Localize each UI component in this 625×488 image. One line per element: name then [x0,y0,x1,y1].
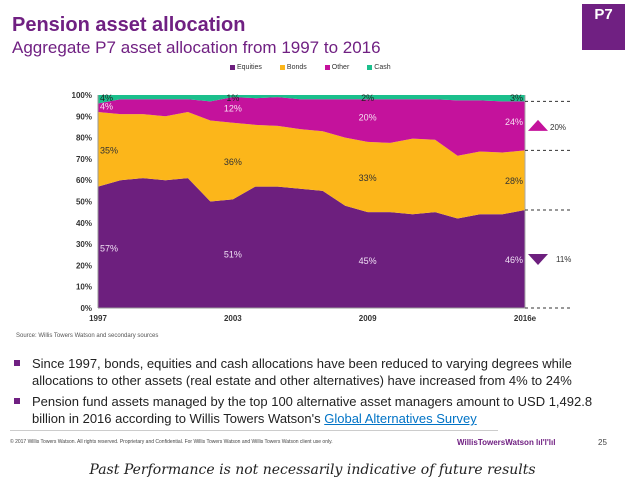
data-label-cash: 3% [510,93,523,103]
bullet-text: Pension fund assets managed by the top 1… [32,394,593,426]
data-label-equities: 45% [359,256,377,266]
data-label-other: 12% [224,103,242,113]
x-tick-label: 1997 [89,314,107,323]
legend-label: Equities [237,64,262,71]
y-tick-label: 10% [76,283,92,292]
legend-item-cash: Cash [367,64,391,71]
bullet-item: Since 1997, bonds, equities and cash all… [10,355,610,389]
chart-source: Source: Willis Towers Watson and seconda… [16,333,159,339]
area-cash [98,95,525,104]
data-label-equities: 46% [505,255,523,265]
area-other [98,97,525,156]
y-tick-label: 20% [76,261,92,270]
disclaimer: Past Performance is not necessarily indi… [89,462,536,478]
data-label-bonds: 28% [505,176,523,186]
down-arrow-icon [528,254,548,266]
legend-item-other: Other [324,64,350,71]
brand-logo: WillisTowersWatson lıl'l'lıl [457,438,556,447]
area-bonds [98,112,525,219]
data-label-cash: 4% [100,93,113,103]
x-tick-label: 2009 [359,314,377,323]
copyright-text: © 2017 Willis Towers Watson. All rights … [10,439,333,445]
legend-label: Bonds [286,64,307,71]
page-number: 25 [598,438,607,447]
y-tick-label: 60% [76,176,92,185]
y-tick-label: 0% [80,304,92,313]
data-label-other: 24% [505,117,523,127]
annotation-label: 20% [550,123,566,132]
data-label-equities: 51% [224,250,242,260]
y-tick-label: 30% [76,240,92,249]
page-title: Pension asset allocation [12,14,246,36]
stacked-area-chart: 0% 10% 20% 30% 40% 50% 60% 70% 80% 90% 100% 1997 200… [72,91,573,323]
y-tick-label: 90% [76,112,92,121]
legend-swatch [324,65,330,70]
legend-item-bonds: Bonds [279,64,307,71]
annotation-label: 11% [556,255,571,264]
data-label-cash: 1% [226,93,239,103]
legend-label: Cash [374,64,391,71]
page-subtitle: Aggregate P7 asset allocation from 1997 … [12,38,381,57]
area-equities [98,178,525,308]
y-tick-label: 100% [72,91,92,100]
bullet-list: Since 1997, bonds, equities and cash all… [10,355,610,431]
legend-swatch [367,65,373,70]
legend-swatch [279,65,285,70]
chart-legend: Equities Bonds Other Cash [230,64,391,71]
bullet-marker [14,398,20,404]
x-tick-label: 2016e [514,314,537,323]
legend-label: Other [331,64,350,71]
y-tick-label: 80% [76,134,92,143]
data-label-equities: 57% [100,243,118,253]
data-label-other: 4% [100,102,113,112]
y-tick-label: 50% [76,198,92,207]
legend-swatch [230,65,235,70]
footer-divider [10,430,498,431]
data-label-bonds: 35% [100,145,118,155]
bullet-marker [14,360,20,366]
survey-link[interactable]: Global Alternatives Survey [324,411,477,426]
legend-item-equities: Equities [230,64,262,71]
bullet-text: Since 1997, bonds, equities and cash all… [32,356,572,388]
bullet-item: Pension fund assets managed by the top 1… [10,393,610,427]
x-tick-label: 2003 [224,314,242,323]
section-badge: P7 [582,4,625,50]
data-label-cash: 2% [361,93,374,103]
data-label-bonds: 36% [224,157,242,167]
data-label-other: 20% [359,112,377,122]
y-tick-label: 70% [76,155,92,164]
data-label-bonds: 33% [359,173,377,183]
y-tick-label: 40% [76,219,92,228]
up-arrow-icon [528,119,548,131]
